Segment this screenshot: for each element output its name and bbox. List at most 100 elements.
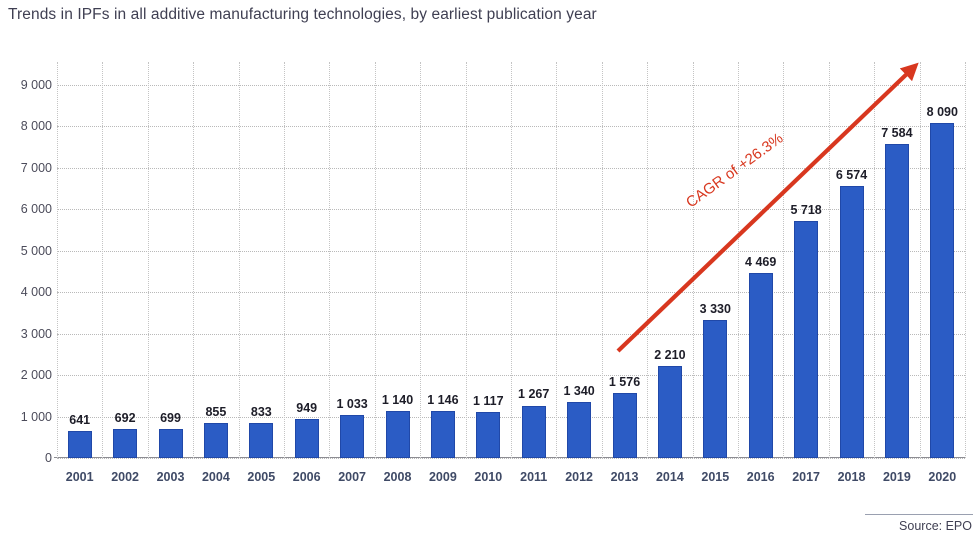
x-axis-tick-label: 2020 bbox=[928, 470, 957, 484]
y-axis-tick-label: 0 bbox=[45, 451, 52, 465]
page-title: Trends in IPFs in all additive manufactu… bbox=[8, 6, 597, 23]
x-axis-tick-label: 2018 bbox=[837, 470, 866, 484]
gridline-vertical bbox=[601, 62, 603, 458]
gridline-vertical bbox=[783, 62, 785, 458]
bar-2003[interactable] bbox=[158, 429, 183, 458]
gridline-vertical bbox=[57, 62, 58, 458]
x-axis-tick-label: 2019 bbox=[882, 470, 911, 484]
gridline-vertical bbox=[374, 62, 376, 458]
bar-2017[interactable] bbox=[794, 221, 819, 458]
bar-2016[interactable] bbox=[748, 272, 773, 458]
x-axis-labels: 2001 2002 2003 2004 2005 2006 2007 2008 2009 2010… bbox=[57, 470, 965, 492]
gridline-vertical bbox=[238, 62, 240, 458]
source-note: Source: EPO bbox=[899, 519, 972, 533]
bar-2004[interactable] bbox=[203, 422, 228, 458]
bar-2002[interactable] bbox=[113, 429, 138, 458]
y-axis-tick-label: 9 000 bbox=[20, 78, 52, 92]
x-axis-tick-label: 2012 bbox=[565, 470, 593, 484]
x-axis-tick-label: 2014 bbox=[655, 470, 684, 484]
bar-2020[interactable] bbox=[930, 122, 955, 458]
bar-2014[interactable] bbox=[657, 366, 682, 458]
bar-value-label: 1 267 bbox=[518, 387, 550, 402]
bar-value-label: 855 bbox=[205, 404, 227, 419]
y-axis-tick-label: 5 000 bbox=[20, 243, 52, 258]
bar-2019[interactable] bbox=[884, 143, 909, 458]
bar-2018[interactable] bbox=[839, 185, 864, 458]
bar-2009[interactable] bbox=[430, 410, 455, 458]
plot-area: 641 692 699 855 833 949 1 033 1 140 1 146 1 117 1 … bbox=[54, 62, 966, 459]
x-axis-tick-label: 2011 bbox=[520, 470, 548, 484]
gridline-vertical bbox=[102, 62, 104, 458]
x-axis-tick-label: 2005 bbox=[247, 470, 276, 484]
bar-2008[interactable] bbox=[385, 410, 410, 458]
bar-value-label: 949 bbox=[296, 400, 318, 415]
bar-value-label: 1 140 bbox=[381, 392, 414, 407]
x-axis-tick-label: 2016 bbox=[746, 470, 775, 484]
y-axis-tick-label: 7 000 bbox=[20, 160, 52, 175]
bar-value-label: 5 718 bbox=[790, 203, 822, 218]
y-axis-tick-label: 8 000 bbox=[20, 119, 52, 134]
x-axis-tick-label: 2006 bbox=[292, 470, 321, 484]
bar-2013[interactable] bbox=[612, 392, 637, 458]
bar-2007[interactable] bbox=[340, 415, 365, 458]
gridline-vertical bbox=[828, 62, 830, 458]
x-axis-tick-label: 2010 bbox=[474, 470, 503, 484]
bar-2001[interactable] bbox=[67, 431, 92, 458]
bar-value-label: 1 146 bbox=[427, 392, 459, 407]
y-axis-tick-label: 6 000 bbox=[20, 202, 52, 217]
bar-2005[interactable] bbox=[249, 423, 274, 458]
bar-value-label: 641 bbox=[69, 413, 91, 428]
x-axis-tick-label: 2013 bbox=[610, 470, 639, 484]
x-axis-baseline bbox=[54, 457, 965, 458]
gridline-vertical bbox=[284, 62, 285, 458]
bar-value-label: 7 584 bbox=[881, 125, 913, 140]
bar-2011[interactable] bbox=[521, 405, 546, 458]
bar-value-label: 1 576 bbox=[608, 374, 641, 389]
bar-2010[interactable] bbox=[476, 411, 501, 458]
source-divider bbox=[865, 514, 973, 515]
x-axis-tick-label: 2001 bbox=[65, 470, 94, 484]
gridline-vertical bbox=[420, 62, 422, 458]
bar-value-label: 3 330 bbox=[699, 301, 731, 316]
y-axis-tick-label: 2 000 bbox=[20, 368, 52, 383]
x-axis-tick-label: 2008 bbox=[383, 470, 412, 484]
gridline-vertical bbox=[465, 62, 467, 458]
gridline-vertical bbox=[511, 62, 512, 458]
gridline-vertical bbox=[193, 62, 195, 458]
x-axis-tick-label: 2007 bbox=[338, 470, 366, 484]
y-axis-tick-label: 3 000 bbox=[20, 326, 52, 341]
bar-value-label: 6 574 bbox=[835, 167, 868, 182]
gridline-vertical bbox=[919, 62, 921, 458]
x-axis-tick-label: 2004 bbox=[201, 470, 230, 484]
y-axis-tick-label: 1 000 bbox=[20, 409, 52, 424]
y-axis-labels: 0 1 000 2 000 3 000 4 000 5 000 6 000 7 000 8 00… bbox=[0, 0, 52, 539]
bar-2012[interactable] bbox=[567, 402, 592, 458]
bar-value-label: 692 bbox=[114, 411, 136, 426]
bar-2006[interactable] bbox=[294, 418, 319, 458]
bar-2015[interactable] bbox=[703, 320, 728, 458]
x-axis-tick-label: 2003 bbox=[156, 470, 185, 484]
gridline-vertical bbox=[556, 62, 558, 458]
x-axis-tick-label: 2002 bbox=[111, 470, 139, 484]
bar-value-label: 2 210 bbox=[654, 348, 686, 363]
gridline-vertical bbox=[874, 62, 876, 458]
bar-value-label: 4 469 bbox=[745, 254, 777, 269]
bar-value-label: 1 340 bbox=[563, 384, 595, 399]
x-axis-tick-label: 2015 bbox=[701, 470, 730, 484]
bar-value-label: 699 bbox=[160, 411, 181, 426]
gridline-vertical bbox=[329, 62, 331, 458]
bar-value-label: 1 117 bbox=[473, 393, 504, 408]
y-axis-tick-label: 4 000 bbox=[20, 285, 52, 300]
gridline-vertical bbox=[738, 62, 739, 458]
bar-value-label: 1 033 bbox=[336, 397, 368, 412]
bar-value-label: 833 bbox=[250, 405, 272, 420]
x-axis-tick-label: 2017 bbox=[792, 470, 820, 484]
gridline-vertical bbox=[647, 62, 649, 458]
gridline-vertical bbox=[692, 62, 694, 458]
bar-value-label: 8 090 bbox=[926, 104, 958, 119]
gridline-horizontal bbox=[57, 458, 965, 459]
gridline-vertical bbox=[147, 62, 149, 458]
x-axis-tick-label: 2009 bbox=[428, 470, 457, 484]
gridline-vertical bbox=[965, 62, 966, 458]
